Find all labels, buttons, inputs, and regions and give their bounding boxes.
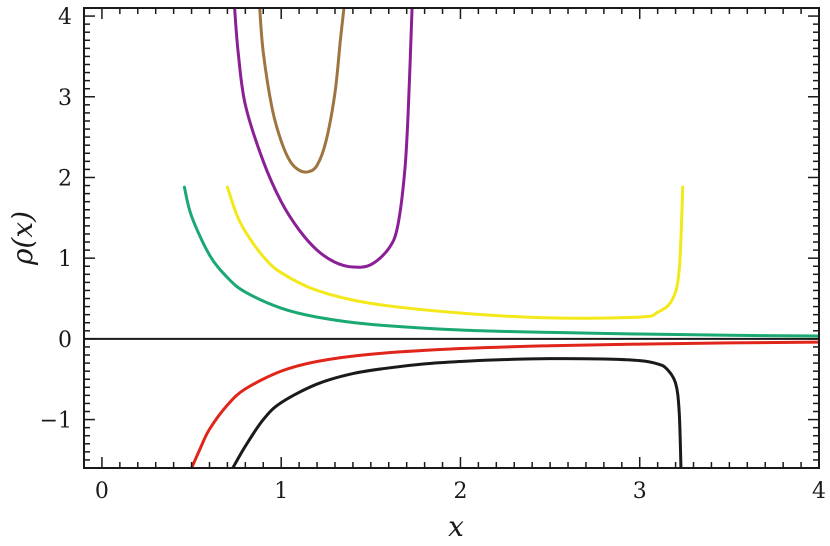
series-layer [182, 8, 819, 468]
series-line-6 [258, 8, 346, 174]
plot-frame [83, 7, 820, 469]
x-tick-label: 3 [633, 479, 647, 504]
series-line-5 [233, 8, 414, 269]
x-tick-label: 0 [95, 479, 109, 504]
series-line-1 [231, 357, 683, 468]
series-line-3 [182, 185, 819, 338]
y-tick-label: 4 [58, 5, 72, 30]
x-tick-label: 4 [812, 479, 826, 504]
y-tick-label: 2 [58, 166, 72, 191]
x-axis-label: x [448, 510, 464, 543]
plot-background [84, 8, 819, 468]
y-tick-label: −1 [40, 409, 72, 434]
series-line-4 [225, 185, 685, 320]
y-tick-label: 3 [58, 86, 72, 111]
y-tick-label: 0 [58, 328, 72, 353]
x-tick-label: 2 [453, 479, 467, 504]
series-line-2 [190, 340, 819, 468]
y-tick-label: 1 [58, 247, 72, 272]
x-tick-label: 1 [274, 479, 288, 504]
labels-layer: 0 1 2 3 4 −1 0 1 2 3 4 [40, 5, 826, 504]
y-axis-label: ρ(x) [6, 211, 39, 266]
